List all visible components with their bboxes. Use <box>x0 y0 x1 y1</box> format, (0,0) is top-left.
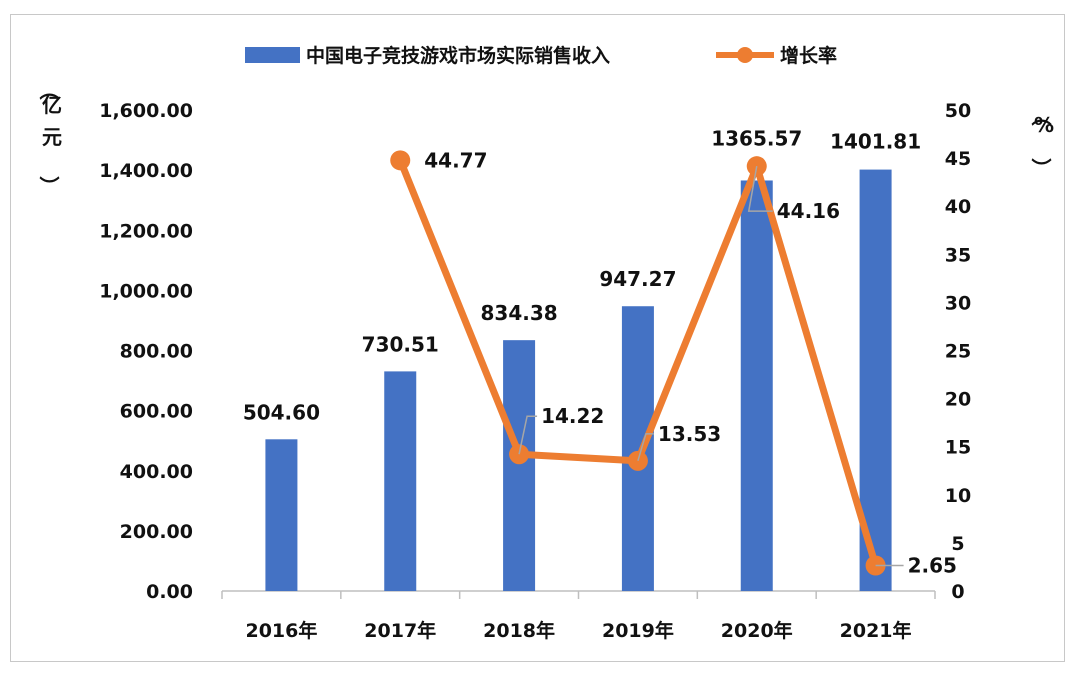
x-tick-label: 2017年 <box>364 619 436 642</box>
x-tick-label: 2021年 <box>840 619 912 642</box>
left-tick-label: 600.00 <box>120 401 193 423</box>
left-tick-label: 1,600.00 <box>99 100 193 122</box>
legend-line-label: 增长率 <box>780 44 837 67</box>
bar-data-label: 730.51 <box>362 332 439 356</box>
line-data-label: 44.77 <box>424 148 487 172</box>
line-data-label: 14.22 <box>541 404 604 428</box>
right-tick-label: 35 <box>945 244 971 266</box>
left-tick-label: 0.00 <box>146 581 193 603</box>
bar <box>621 306 654 591</box>
left-tick-label: 1,200.00 <box>99 220 193 242</box>
left-tick-label: 1,400.00 <box>99 160 193 182</box>
line-label-leader <box>747 166 773 212</box>
line-data-label: 2.65 <box>908 554 957 578</box>
line-label-leader <box>518 415 538 455</box>
right-tick-label: 25 <box>945 341 971 363</box>
bar <box>503 340 536 591</box>
right-axis-unit: （%） <box>1029 106 1054 178</box>
bar-data-label: 834.38 <box>480 301 557 325</box>
left-tick-label: 200.00 <box>120 521 193 543</box>
bar-data-label: 1401.81 <box>830 130 921 154</box>
right-tick-label: 0 <box>951 581 964 603</box>
right-axis-ticks: 0 5 10 15 20 25 30 35 40 45 50 <box>945 100 971 603</box>
x-axis-ticks: 2016年 2017年 2018年 2019年 2020年 2021年 <box>221 591 936 642</box>
x-tick-label: 2018年 <box>483 619 555 642</box>
left-axis-unit: （亿元） <box>37 80 62 196</box>
bar <box>384 371 417 591</box>
bar <box>265 439 298 591</box>
left-tick-label: 800.00 <box>120 341 193 363</box>
legend-bar-swatch <box>245 47 300 63</box>
x-tick-label: 2019年 <box>602 619 674 642</box>
right-tick-label: 45 <box>945 148 971 170</box>
right-tick-label: 20 <box>945 389 971 411</box>
bar-series <box>265 169 892 591</box>
left-tick-label: 400.00 <box>120 461 193 483</box>
legend-bar-label: 中国电子竞技游戏市场实际销售收入 <box>306 44 610 67</box>
line-data-label: 44.16 <box>777 199 840 223</box>
line-label-leader <box>637 433 654 462</box>
bar-data-label: 504.60 <box>243 400 320 424</box>
bar-data-label: 947.27 <box>599 267 676 291</box>
right-tick-label: 10 <box>945 485 971 507</box>
right-tick-label: 15 <box>945 437 971 459</box>
left-tick-label: 1,000.00 <box>99 280 193 302</box>
legend-line-marker <box>737 47 753 63</box>
line-data-labels: 44.77 14.22 13.53 44.16 2.65 <box>424 148 957 577</box>
right-tick-label: 40 <box>945 196 971 218</box>
x-tick-label: 2016年 <box>245 619 317 642</box>
bar-data-label: 1365.57 <box>711 126 802 150</box>
bar-data-labels: 504.60 730.51 834.38 947.27 1365.57 1401.81 <box>243 126 921 424</box>
bar <box>740 180 773 591</box>
line-data-label: 13.53 <box>658 422 721 446</box>
right-tick-label: 5 <box>951 533 964 555</box>
x-tick-label: 2020年 <box>721 619 793 642</box>
right-tick-label: 50 <box>945 100 971 122</box>
right-tick-label: 30 <box>945 292 971 314</box>
line-marker <box>390 150 411 171</box>
legend: 中国电子竞技游戏市场实际销售收入 增长率 <box>245 44 837 67</box>
left-axis-ticks: 0.00 200.00 400.00 600.00 800.00 1,000.00 1,20… <box>99 100 193 603</box>
